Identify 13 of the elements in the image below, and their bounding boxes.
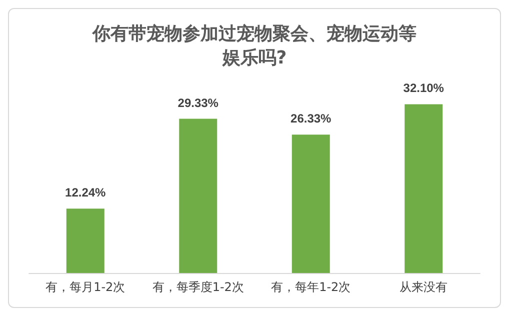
data-label: 32.10% [403, 81, 444, 96]
bar [404, 104, 443, 273]
data-label: 29.33% [178, 96, 219, 110]
bar [179, 118, 218, 273]
data-label: 12.24% [65, 186, 106, 200]
data-label: 26.33% [290, 112, 332, 126]
x-tick-label: 有，每年1-2次 [271, 280, 351, 294]
chart-title: 你有带宠物参加过宠物聚会、宠物运动等娱乐吗? [92, 24, 416, 68]
x-tick-label: 有，每月1-2次 [46, 280, 126, 294]
bar [66, 208, 104, 273]
x-tick-label: 从来没有 [400, 280, 448, 294]
bar [292, 134, 330, 273]
x-tick-label: 有，每季度1-2次 [152, 280, 244, 294]
